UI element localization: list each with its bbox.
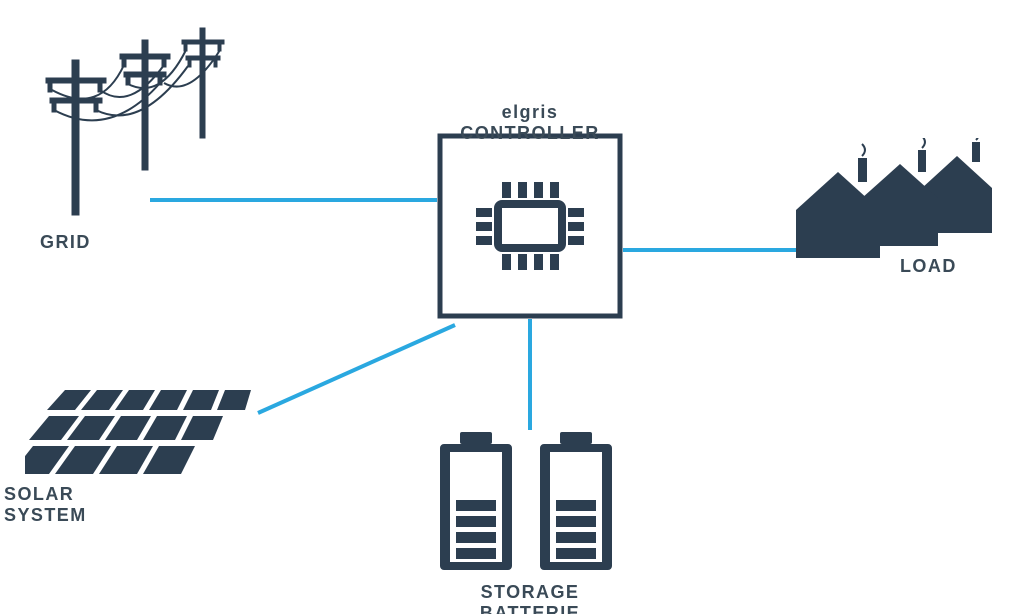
houses-icon <box>792 138 1012 258</box>
controller-label: elgris CONTROLLER <box>430 102 630 144</box>
storage-label: STORAGE BATTERIE <box>430 582 630 614</box>
solar-label: SOLAR SYSTEM <box>4 484 144 526</box>
grid-pylons-icon <box>40 20 260 220</box>
solar-panels-icon <box>25 376 260 484</box>
load-label: LOAD <box>900 256 970 277</box>
grid-label: GRID <box>40 232 100 253</box>
chip-icon <box>460 156 600 296</box>
energy-system-diagram: { "type": "network", "canvas": { "w": 10… <box>0 0 1024 614</box>
batteries-icon <box>438 430 620 572</box>
